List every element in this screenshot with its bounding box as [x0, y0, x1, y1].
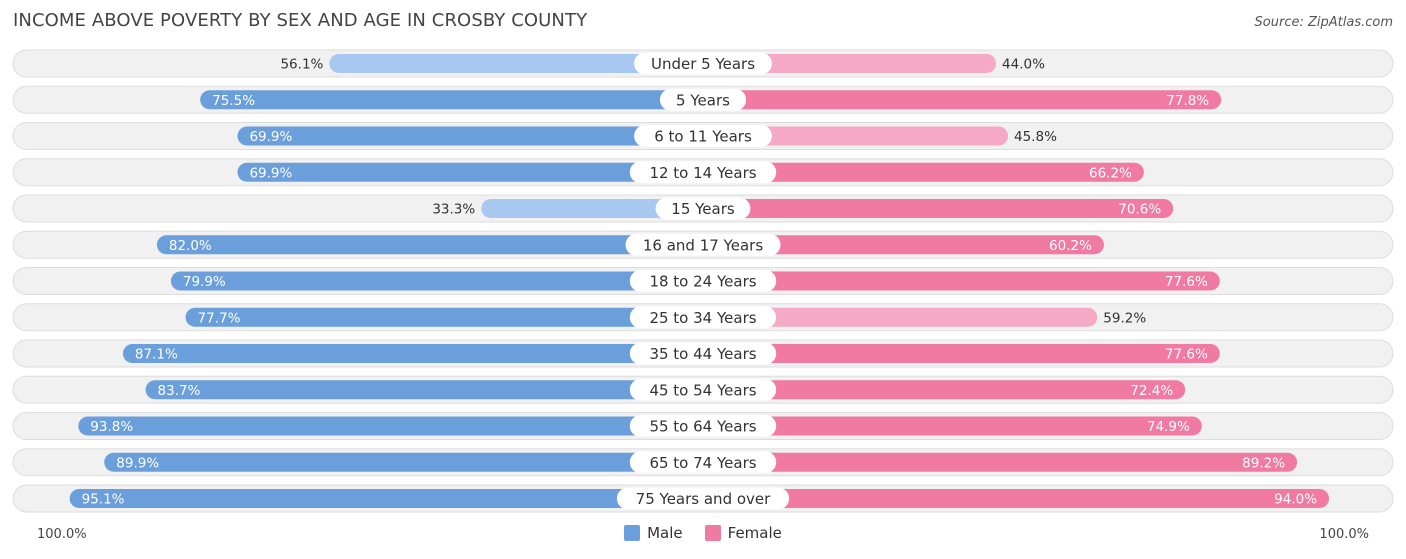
category-pill	[629, 270, 777, 292]
female-bar	[703, 90, 1222, 110]
legend-label-female: Female	[727, 524, 782, 542]
female-value-label: 66.2%	[1089, 165, 1132, 181]
legend-swatch-male	[624, 525, 641, 541]
male-value-label: 69.9%	[249, 165, 292, 181]
female-value-label: 77.8%	[1166, 93, 1209, 109]
category-label: 25 to 34 Years	[649, 309, 756, 327]
category-label: 6 to 11 Years	[654, 128, 752, 146]
category-label: 75 Years and over	[636, 490, 771, 508]
category-label: 15 Years	[671, 200, 735, 218]
male-bar	[78, 416, 704, 436]
female-value-label: 44.0%	[1002, 57, 1045, 73]
legend: Male Female	[0, 524, 1406, 542]
chart-title: INCOME ABOVE POVERTY BY SEX AND AGE IN C…	[13, 10, 588, 31]
female-value-label: 77.6%	[1165, 274, 1208, 290]
female-value-label: 45.8%	[1014, 129, 1057, 145]
category-label: Under 5 Years	[651, 55, 755, 73]
male-value-label: 95.1%	[82, 492, 125, 508]
female-value-label: 94.0%	[1274, 492, 1317, 508]
male-value-label: 89.9%	[116, 455, 159, 471]
source-label: Source: ZipAtlas.com	[1254, 15, 1393, 30]
female-bar	[703, 489, 1330, 508]
category-pill	[659, 88, 747, 111]
legend-swatch-female	[704, 525, 721, 541]
category-pill	[629, 415, 777, 437]
male-value-label: 79.9%	[183, 274, 226, 290]
female-value-label: 74.9%	[1147, 419, 1190, 435]
male-bar	[69, 489, 703, 508]
female-value-label: 70.6%	[1118, 202, 1161, 218]
male-value-label: 87.1%	[135, 347, 178, 363]
male-bar	[156, 235, 703, 255]
female-value-label: 60.2%	[1049, 238, 1092, 254]
male-bar	[237, 162, 703, 182]
female-bar	[703, 344, 1220, 363]
male-bar	[122, 344, 703, 363]
category-pill	[629, 378, 777, 401]
category-label: 5 Years	[676, 91, 730, 109]
category-pill	[634, 52, 772, 75]
category-pill	[634, 125, 772, 147]
male-bar	[145, 380, 704, 400]
male-value-label: 83.7%	[158, 383, 201, 399]
female-bar	[703, 162, 1144, 182]
category-pill	[616, 487, 790, 510]
male-value-label: 77.7%	[198, 310, 241, 326]
male-value-label: 82.0%	[169, 238, 212, 254]
category-pill	[629, 342, 777, 365]
category-label: 18 to 24 Years	[649, 273, 756, 291]
female-bar	[703, 126, 1009, 146]
category-pill	[629, 451, 777, 474]
male-bar	[237, 126, 703, 146]
male-bar	[104, 452, 704, 472]
female-bar	[703, 271, 1220, 291]
category-pill	[625, 233, 781, 256]
male-value-label: 33.3%	[432, 202, 475, 218]
male-value-label: 75.5%	[212, 93, 255, 109]
category-label: 55 to 64 Years	[649, 418, 756, 436]
category-pill	[629, 306, 777, 329]
legend-label-male: Male	[647, 524, 683, 542]
female-bar	[703, 307, 1098, 327]
female-bar	[703, 235, 1104, 255]
axis-left-label: 100.0%	[37, 527, 87, 542]
category-label: 16 and 17 Years	[643, 236, 763, 254]
axis-right-label: 100.0%	[1319, 527, 1369, 542]
category-label: 12 to 14 Years	[649, 164, 756, 182]
female-bar	[703, 416, 1202, 436]
female-value-label: 59.2%	[1103, 310, 1146, 326]
category-label: 45 to 54 Years	[649, 381, 756, 399]
female-bar	[703, 199, 1174, 218]
male-value-label: 69.9%	[249, 129, 292, 145]
female-value-label: 89.2%	[1242, 455, 1285, 471]
female-bar	[703, 452, 1298, 472]
legend-item-female[interactable]: Female	[704, 524, 782, 542]
legend-item-male[interactable]: Male	[624, 524, 683, 542]
male-bar	[185, 307, 703, 327]
category-pill	[655, 197, 751, 220]
male-bar	[481, 199, 703, 218]
category-label: 65 to 74 Years	[649, 454, 756, 472]
category-label: 35 to 44 Years	[649, 345, 756, 363]
male-value-label: 93.8%	[90, 419, 133, 435]
female-bar	[703, 380, 1186, 400]
female-bar	[703, 54, 997, 73]
category-pill	[629, 161, 777, 184]
male-bar	[170, 271, 704, 291]
male-value-label: 56.1%	[280, 57, 323, 73]
male-bar	[329, 54, 703, 73]
female-value-label: 77.6%	[1165, 347, 1208, 363]
female-value-label: 72.4%	[1130, 383, 1173, 399]
male-bar	[200, 90, 704, 110]
